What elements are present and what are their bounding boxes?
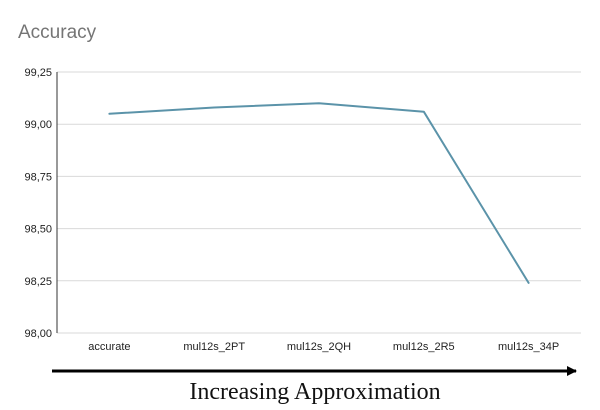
x-tick-label: accurate xyxy=(88,341,130,353)
series-layer xyxy=(108,102,530,284)
y-tick-label: 98,75 xyxy=(24,171,52,183)
x-tick-label: mul12s_2R5 xyxy=(393,341,455,353)
x-tick-label: mul12s_2QH xyxy=(287,341,351,353)
x-axis-label: Increasing Approximation xyxy=(189,379,440,405)
y-tick-label: 98,50 xyxy=(24,224,52,236)
y-axis-tick-labels: 98,00 98,25 98,50 98,75 99,00 99,25 xyxy=(24,67,52,340)
y-tick-label: 99,25 xyxy=(24,67,52,79)
y-tick-label: 99,00 xyxy=(24,119,52,131)
chart-title: Accuracy xyxy=(18,22,97,43)
y-tick-label: 98,00 xyxy=(24,328,52,340)
accuracy-series-line xyxy=(108,102,530,284)
x-tick-label: mul12s_34P xyxy=(498,341,559,353)
gridlines xyxy=(57,71,581,334)
x-axis-tick-labels: accurate mul12s_2PT mul12s_2QH mul12s_2R5 mu… xyxy=(88,341,559,353)
y-tick-label: 98,25 xyxy=(24,276,52,288)
x-tick-label: mul12s_2PT xyxy=(183,341,245,353)
